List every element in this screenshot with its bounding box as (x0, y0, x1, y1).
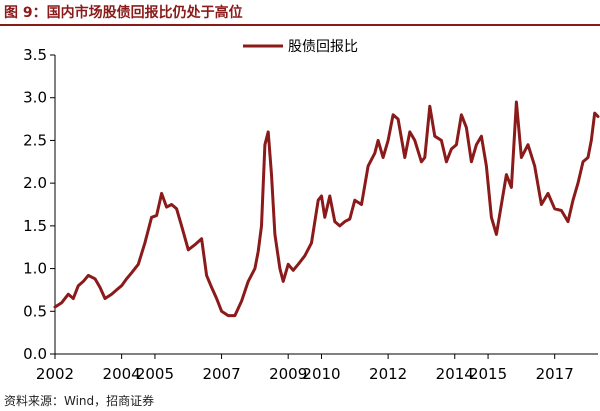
source-note: 资料来源：Wind，招商证券 (4, 394, 155, 408)
y-tick-label: 3.0 (23, 89, 47, 107)
chart-axes (50, 54, 598, 359)
y-tick-label: 0.5 (23, 302, 47, 320)
y-tick-label: 0.0 (23, 345, 47, 363)
y-tick-label: 3.5 (23, 46, 47, 64)
x-tick-label: 2017 (536, 365, 574, 383)
y-axis-tick-labels: 0.0 0.5 1.0 1.5 2.0 2.5 3.0 3.5 (23, 46, 47, 363)
series-line-0 (53, 100, 600, 318)
x-tick-label: 2010 (302, 365, 340, 383)
y-tick-label: 1.0 (23, 260, 47, 278)
title-divider (0, 24, 600, 26)
x-tick-label: 2009 (269, 365, 307, 383)
legend: 股债回报比 (243, 39, 358, 55)
series-layer (53, 100, 600, 318)
x-tick-label: 2004 (103, 365, 141, 383)
x-tick-label: 2015 (469, 365, 507, 383)
x-tick-label: 2014 (436, 365, 474, 383)
figure-title: 图 9：国内市场股债回报比仍处于高位 (4, 5, 243, 21)
x-tick-label: 2005 (136, 365, 174, 383)
legend-label: 股债回报比 (288, 39, 358, 55)
x-tick-label: 2002 (36, 365, 74, 383)
x-tick-label: 2007 (202, 365, 240, 383)
y-tick-label: 1.5 (23, 217, 47, 235)
y-tick-label: 2.5 (23, 131, 47, 149)
y-tick-label: 2.0 (23, 174, 47, 192)
x-tick-label: 2012 (369, 365, 407, 383)
